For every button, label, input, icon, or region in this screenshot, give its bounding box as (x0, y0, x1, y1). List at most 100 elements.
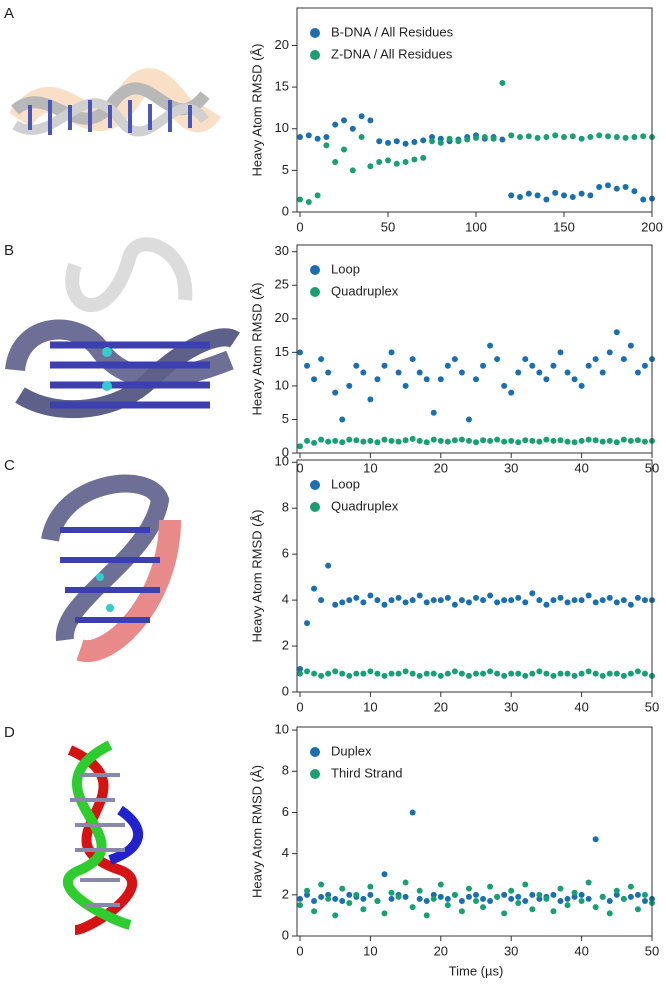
point (416, 369, 423, 376)
point (311, 897, 318, 904)
point (578, 897, 585, 904)
point (571, 889, 578, 896)
y-tick-label: 10 (275, 722, 289, 737)
point (522, 356, 529, 363)
point (501, 597, 508, 604)
point (325, 895, 332, 902)
point (465, 672, 472, 679)
point (627, 437, 634, 444)
x-tick-label: 100 (465, 219, 487, 234)
point (536, 895, 543, 902)
point (627, 601, 634, 608)
point (409, 597, 416, 604)
point (353, 670, 360, 677)
point (522, 897, 529, 904)
point (564, 902, 571, 909)
point (374, 597, 381, 604)
molecule-d (63, 740, 144, 935)
point (529, 590, 536, 597)
point (395, 670, 402, 677)
point (522, 881, 529, 888)
point (388, 889, 395, 896)
point (585, 436, 592, 443)
y-tick-label: 10 (275, 377, 289, 392)
point (634, 437, 641, 444)
point (641, 670, 648, 677)
point (349, 167, 356, 174)
point (641, 597, 648, 604)
point (402, 893, 409, 900)
point (494, 436, 501, 443)
point (423, 912, 430, 919)
point (606, 897, 613, 904)
y-axis-label: Heavy Atom RMSD (Å) (249, 44, 264, 177)
y-tick-label: 5 (282, 411, 289, 426)
point (429, 138, 435, 145)
point (605, 133, 611, 140)
legend-marker (310, 50, 320, 60)
point (360, 906, 367, 913)
point (297, 670, 303, 677)
point (360, 438, 367, 445)
x-tick-label: 150 (553, 219, 575, 234)
point (318, 356, 325, 363)
point (304, 668, 311, 675)
point (381, 601, 388, 608)
point (304, 437, 311, 444)
point (641, 362, 648, 369)
point (613, 185, 620, 192)
point (552, 132, 559, 139)
point (416, 895, 423, 902)
legend-label: Quadruplex (331, 498, 399, 513)
point (437, 881, 444, 888)
y-tick-label: 2 (282, 886, 289, 901)
point (381, 910, 388, 917)
point (341, 146, 347, 153)
point (480, 597, 487, 604)
point (385, 139, 391, 146)
point (358, 134, 365, 141)
point (325, 562, 332, 569)
panel-letter: A (4, 5, 14, 22)
point (416, 592, 423, 599)
y-tick-label: 30 (275, 243, 289, 258)
point (571, 597, 578, 604)
point (297, 902, 303, 909)
point (550, 362, 557, 369)
point (564, 599, 571, 606)
point (522, 437, 529, 444)
point (314, 135, 321, 142)
y-tick-label: 20 (275, 37, 289, 52)
point (367, 891, 374, 898)
x-tick-label: 20 (434, 943, 448, 958)
point (569, 194, 576, 201)
point (606, 670, 613, 677)
point (515, 670, 522, 677)
point (564, 438, 571, 445)
point (444, 670, 451, 677)
point (515, 594, 522, 601)
point (395, 438, 402, 445)
point (444, 902, 451, 909)
point (376, 138, 383, 145)
point (388, 597, 395, 604)
point (423, 897, 430, 904)
point (525, 190, 532, 197)
point (596, 184, 603, 191)
point (571, 439, 578, 446)
x-tick-label: 20 (434, 699, 448, 714)
point (508, 895, 515, 902)
x-tick-label: 40 (574, 699, 588, 714)
point (381, 672, 388, 679)
point (515, 900, 522, 907)
point (360, 670, 367, 677)
point (385, 157, 391, 164)
point (517, 134, 523, 141)
y-tick-label: 4 (282, 592, 289, 607)
point (339, 599, 346, 606)
legend-label: Loop (331, 476, 360, 491)
point (627, 893, 634, 900)
x-tick-label: 50 (645, 699, 659, 714)
point (393, 138, 400, 145)
legend-marker (310, 287, 320, 297)
